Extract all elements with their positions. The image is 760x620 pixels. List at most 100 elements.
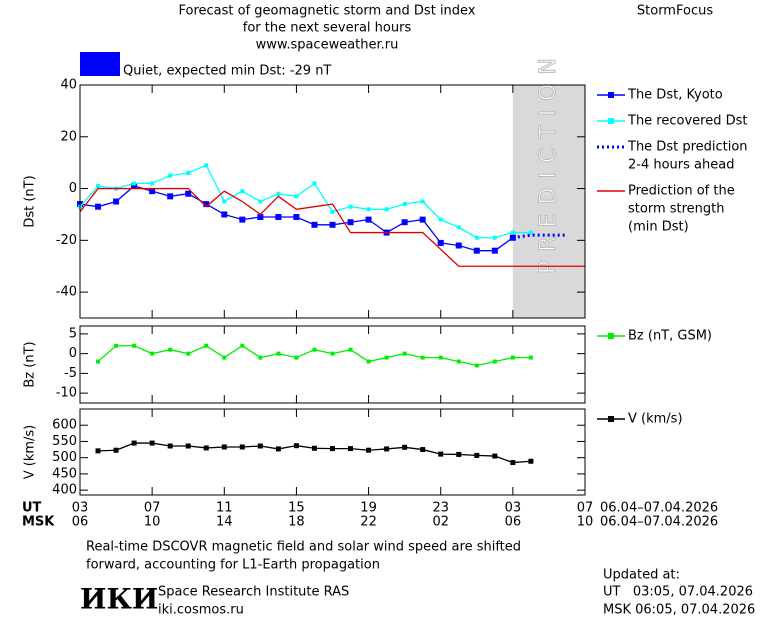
data-point xyxy=(491,247,498,254)
x-tick-label: 15 xyxy=(288,501,305,516)
data-point xyxy=(293,443,299,449)
data-point xyxy=(239,444,245,450)
y-axis-label: Bz (nT) xyxy=(23,341,38,387)
data-point xyxy=(366,359,371,364)
data-point xyxy=(311,445,317,451)
data-point xyxy=(402,444,408,450)
data-point xyxy=(150,181,155,186)
y-tick-label: 0 xyxy=(69,181,77,196)
data-point xyxy=(276,351,281,356)
data-point xyxy=(204,163,209,168)
data-point xyxy=(113,447,119,453)
data-point xyxy=(510,460,516,466)
data-point xyxy=(420,447,426,453)
legend-label: (min Dst) xyxy=(628,220,689,235)
x-tick-label: 07 xyxy=(144,501,161,516)
data-point xyxy=(456,359,461,364)
data-point xyxy=(510,230,515,235)
y-tick-label: 5 xyxy=(69,326,77,341)
x-tick-label: 03 xyxy=(72,501,89,516)
data-point xyxy=(185,190,192,197)
data-point xyxy=(203,445,209,451)
data-point xyxy=(510,355,515,360)
data-point xyxy=(132,181,137,186)
data-point xyxy=(473,247,480,254)
plot-frame xyxy=(79,84,586,319)
y-tick-label: 550 xyxy=(52,434,77,449)
data-point xyxy=(366,207,371,212)
title-line: for the next several hours xyxy=(243,21,412,36)
data-point xyxy=(456,225,461,230)
data-point xyxy=(239,216,246,223)
data-point xyxy=(438,355,443,360)
x-tick-label: 06 xyxy=(72,515,89,530)
legend-marker xyxy=(608,92,614,98)
data-point xyxy=(257,214,264,221)
x-tick-label: 07 xyxy=(577,501,594,516)
data-point xyxy=(113,198,120,205)
legend-label: storm strength xyxy=(628,202,725,217)
updated-label: Updated at: xyxy=(603,568,680,583)
prediction-zone xyxy=(512,85,585,318)
plot-frame xyxy=(79,325,586,404)
y-tick-label: -20 xyxy=(56,233,77,248)
time-row-name: MSK xyxy=(22,515,55,530)
plot-frame xyxy=(79,408,586,496)
legend-label: The Dst, Kyoto xyxy=(627,88,723,103)
footer-note: Real-time DSCOVR magnetic field and sola… xyxy=(86,540,521,555)
updated-msk: MSK 06:05, 07.04.2026 xyxy=(603,603,755,618)
y-tick-label: 20 xyxy=(60,129,77,144)
legend-label: The Dst prediction xyxy=(627,140,748,155)
data-point xyxy=(96,183,101,188)
data-point xyxy=(401,219,408,226)
brand: StormFocus xyxy=(637,4,713,19)
x-tick-label: 18 xyxy=(288,515,305,530)
y-tick-label: 40 xyxy=(60,78,77,93)
series-line xyxy=(79,164,531,239)
data-point xyxy=(294,194,299,199)
data-point xyxy=(455,242,462,249)
series-line xyxy=(512,233,567,240)
data-point xyxy=(347,219,354,226)
data-point xyxy=(474,235,479,240)
data-point xyxy=(95,448,101,454)
data-point xyxy=(168,173,173,178)
data-point xyxy=(311,221,318,228)
y-tick-label: -10 xyxy=(56,386,77,401)
data-point xyxy=(348,204,353,209)
data-point xyxy=(456,451,462,457)
data-point xyxy=(420,355,425,360)
data-point xyxy=(293,214,300,221)
data-point xyxy=(312,347,317,352)
data-point xyxy=(114,343,119,348)
data-point xyxy=(149,188,156,195)
data-point xyxy=(528,458,534,464)
data-point xyxy=(257,443,263,449)
data-point xyxy=(402,202,407,207)
data-point xyxy=(185,443,191,449)
data-point xyxy=(384,207,389,212)
data-point xyxy=(275,446,281,452)
legend-label: Bz (nT, GSM) xyxy=(628,329,712,344)
data-point xyxy=(492,453,498,459)
data-point xyxy=(420,199,425,204)
data-point xyxy=(96,359,101,364)
data-point xyxy=(132,343,137,348)
time-row-name: UT xyxy=(22,501,42,516)
data-point xyxy=(150,351,155,356)
x-tick-label: 10 xyxy=(577,515,594,530)
time-row-dates: 06.04–07.04.2026 xyxy=(600,501,718,516)
x-tick-label: 22 xyxy=(360,515,377,530)
data-point xyxy=(330,351,335,356)
data-point xyxy=(240,343,245,348)
x-tick-label: 11 xyxy=(216,501,233,516)
y-tick-label: 500 xyxy=(52,450,77,465)
x-tick-label: 23 xyxy=(432,501,449,516)
x-tick-label: 06 xyxy=(505,515,522,530)
y-tick-label: 400 xyxy=(52,483,77,498)
legend-marker xyxy=(608,118,614,124)
data-point xyxy=(222,355,227,360)
data-point xyxy=(438,217,443,222)
